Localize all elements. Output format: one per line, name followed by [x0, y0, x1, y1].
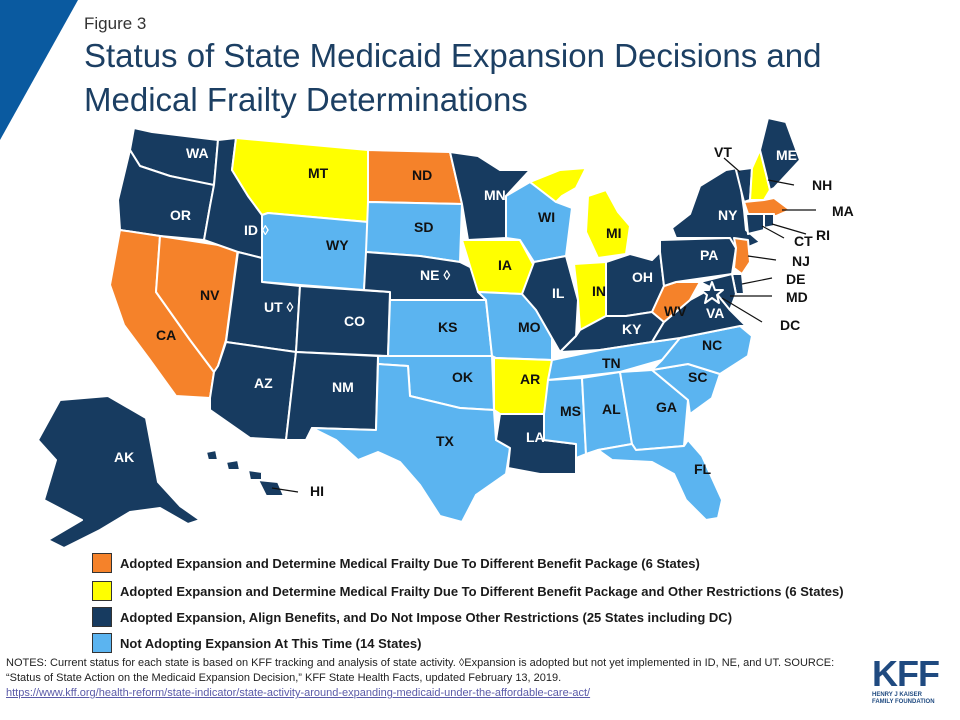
label-va: VA: [706, 305, 724, 321]
label-tx: TX: [436, 433, 455, 449]
state-ak: [37, 395, 201, 549]
state-mi: [529, 167, 631, 259]
label-ca: CA: [156, 327, 176, 343]
label-sc: SC: [688, 369, 707, 385]
state-fl: [597, 439, 723, 521]
label-wi: WI: [538, 209, 555, 225]
logo-text: KFF: [872, 653, 940, 694]
notes-text: NOTES: Current status for each state is …: [6, 657, 835, 684]
state-nj: [733, 237, 751, 275]
label-oh: OH: [632, 269, 653, 285]
label-ga: GA: [656, 399, 677, 415]
state-nh: [749, 149, 771, 201]
label-wa: WA: [186, 145, 209, 161]
label-nd: ND: [412, 167, 432, 183]
label-mo: MO: [518, 319, 541, 335]
label-vt: VT: [714, 144, 732, 160]
label-ak: AK: [114, 449, 134, 465]
state-ct: [745, 213, 765, 235]
legend-label: Adopted Expansion and Determine Medical …: [120, 583, 844, 599]
state-hi: [205, 449, 285, 497]
label-ri: RI: [816, 227, 830, 243]
legend-item-frailty-benefit: Adopted Expansion and Determine Medical …: [92, 552, 700, 574]
label-nv: NV: [200, 287, 220, 303]
legend-label: Adopted Expansion and Determine Medical …: [120, 555, 700, 571]
label-ky: KY: [622, 321, 642, 337]
us-map: WA OR CA NV ID ◊ MT WY UT ◊ CO AZ NM ND …: [37, 117, 854, 549]
legend-swatch: [92, 633, 112, 653]
state-ri: [763, 213, 775, 229]
state-az: [209, 341, 297, 441]
corner-accent: [0, 0, 78, 140]
label-ar: AR: [520, 371, 540, 387]
legend-item-not-adopting: Not Adopting Expansion At This Time (14 …: [92, 632, 421, 654]
label-pa: PA: [700, 247, 718, 263]
label-wy: WY: [326, 237, 349, 253]
label-or: OR: [170, 207, 191, 223]
source-link[interactable]: https://www.kff.org/health-reform/state-…: [6, 687, 591, 699]
label-sd: SD: [414, 219, 433, 235]
legend-item-align: Adopted Expansion, Align Benefits, and D…: [92, 606, 732, 628]
label-ia: IA: [498, 257, 512, 273]
label-in: IN: [592, 283, 606, 299]
label-az: AZ: [254, 375, 273, 391]
state-labels: WA OR CA NV ID ◊ MT WY UT ◊ CO AZ NM ND …: [114, 144, 854, 499]
label-ct: CT: [794, 233, 813, 249]
legend-swatch: [92, 607, 112, 627]
page-title: Status of State Medicaid Expansion Decis…: [84, 37, 822, 118]
label-mi: MI: [606, 225, 622, 241]
leader-lines: [271, 157, 816, 493]
label-co: CO: [344, 313, 365, 329]
label-nc: NC: [702, 337, 722, 353]
label-ok: OK: [452, 369, 473, 385]
label-mt: MT: [308, 165, 329, 181]
label-tn: TN: [602, 355, 621, 371]
state-wy: [261, 212, 369, 291]
label-md: MD: [786, 289, 808, 305]
label-id: ID ◊: [244, 222, 269, 238]
label-nm: NM: [332, 379, 354, 395]
legend-label: Adopted Expansion, Align Benefits, and D…: [120, 609, 733, 625]
label-mn: MN: [484, 187, 506, 203]
label-la: LA: [526, 429, 545, 445]
logo-subtitle-1: HENRY J KAISER: [872, 692, 923, 698]
legend-label: Not Adopting Expansion At This Time (14 …: [120, 635, 422, 651]
legend-item-frailty-other: Adopted Expansion and Determine Medical …: [92, 580, 844, 602]
label-nh: NH: [812, 177, 832, 193]
logo-subtitle-2: FAMILY FOUNDATION: [872, 699, 935, 705]
state-co: [295, 285, 391, 357]
label-de: DE: [786, 271, 805, 287]
state-dc-star: [700, 281, 724, 304]
state-tx: [311, 363, 511, 523]
kff-logo: KFF HENRY J KAISER FAMILY FOUNDATION: [872, 656, 952, 706]
label-wv: WV: [664, 303, 687, 319]
state-ny: [671, 167, 761, 249]
state-nm: [285, 351, 379, 441]
label-il: IL: [552, 285, 565, 301]
label-dc: DC: [780, 317, 800, 333]
legend-swatch: [92, 581, 112, 601]
label-ms: MS: [560, 403, 581, 419]
figure-label: Figure 3: [84, 14, 147, 33]
label-me: ME: [776, 147, 797, 163]
label-nj: NJ: [792, 253, 810, 269]
label-ma: MA: [832, 203, 854, 219]
label-ut: UT ◊: [264, 299, 294, 315]
label-ny: NY: [718, 207, 738, 223]
legend-swatch: [92, 553, 112, 573]
notes: NOTES: Current status for each state is …: [6, 656, 856, 701]
label-al: AL: [602, 401, 621, 417]
label-ne: NE ◊: [420, 267, 450, 283]
label-fl: FL: [694, 461, 712, 477]
state-me: [759, 117, 801, 191]
label-ks: KS: [438, 319, 457, 335]
label-hi: HI: [310, 483, 324, 499]
